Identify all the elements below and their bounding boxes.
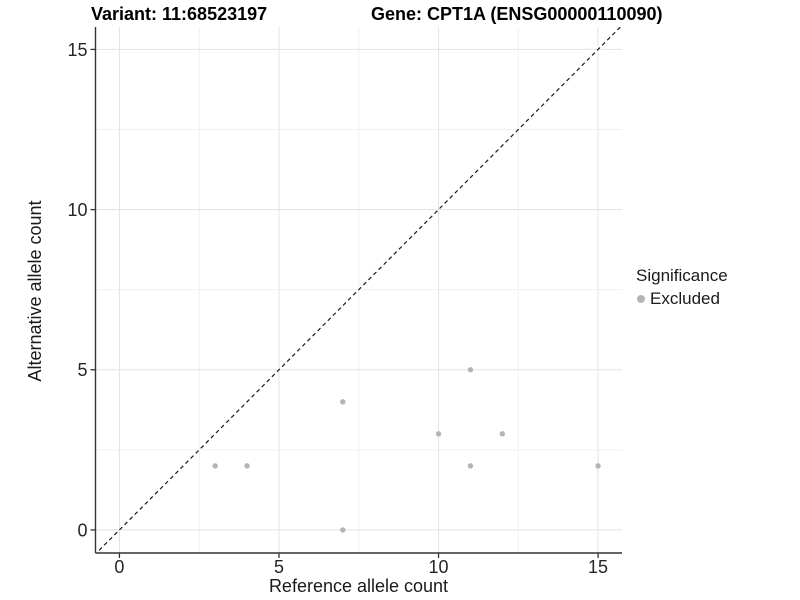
- data-point: [467, 367, 474, 373]
- y-axis-title: Alternative allele count: [25, 200, 45, 382]
- legend: Significance Excluded: [636, 266, 728, 309]
- y-tick-label: 5: [77, 360, 87, 380]
- plot-title-gene: Gene: CPT1A (ENSG00000110090): [371, 4, 663, 24]
- data-point: [340, 527, 346, 533]
- data-point: [212, 463, 218, 469]
- plot-title-variant: Variant: 11:68523197: [91, 4, 268, 24]
- y-tick-label: 10: [67, 200, 87, 220]
- x-tick-label: 0: [114, 557, 124, 577]
- data-point: [499, 431, 506, 437]
- data-point: [340, 399, 346, 405]
- x-tick-label: 5: [274, 557, 284, 577]
- excluded-point-icon: [637, 295, 645, 303]
- data-point: [467, 463, 474, 469]
- y-tick-label: 15: [67, 40, 87, 60]
- x-tick-label: 15: [588, 557, 608, 577]
- legend-item-label: Excluded: [650, 289, 720, 308]
- legend-item-excluded: Excluded: [637, 289, 728, 309]
- data-point: [244, 463, 250, 469]
- identity-line: [95, 27, 622, 553]
- legend-title: Significance: [636, 266, 728, 285]
- y-tick-label: 0: [77, 520, 87, 540]
- x-tick-label: 10: [429, 557, 449, 577]
- x-axis-title: Reference allele count: [268, 576, 449, 596]
- data-point: [595, 463, 601, 469]
- data-point: [435, 431, 442, 437]
